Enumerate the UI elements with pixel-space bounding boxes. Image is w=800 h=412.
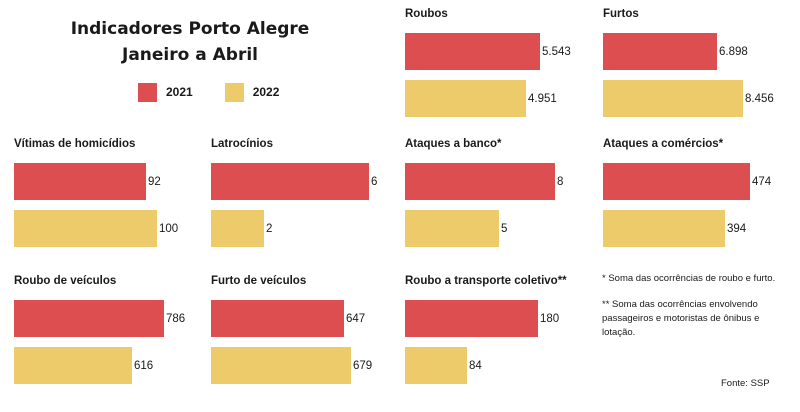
- data-label-2021: 786: [166, 312, 186, 325]
- data-label-2021: 92: [148, 175, 161, 188]
- footnotes: * Soma das ocorrências de roubo e furto.…: [602, 272, 792, 352]
- data-label-2021: 8: [557, 175, 564, 188]
- bar-2022: [14, 210, 157, 247]
- bar-2022: [405, 210, 499, 247]
- bar-2021: [405, 300, 538, 337]
- legend-item-2022: 2022: [224, 82, 280, 102]
- legend-swatch-2022: [224, 82, 244, 102]
- chart-title: Indicadores Porto Alegre Janeiro a Abril: [40, 16, 340, 68]
- panel-title: Vítimas de homicídios: [14, 138, 136, 150]
- source-credit: Fonte: SSP: [721, 378, 770, 389]
- panel-title: Ataques a banco*: [405, 138, 502, 150]
- legend-swatch-2021: [138, 82, 157, 102]
- data-label-2022: 84: [469, 359, 482, 372]
- data-label-2022: 2: [266, 222, 273, 235]
- data-label-2022: 394: [727, 222, 747, 235]
- data-label-2022: 679: [353, 359, 373, 372]
- panel-title: Furtos: [603, 8, 639, 20]
- bar-2021: [211, 163, 369, 200]
- bar-2022: [603, 80, 743, 117]
- bar-2021: [603, 163, 750, 200]
- footnote-1: * Soma das ocorrências de roubo e furto.: [602, 273, 776, 284]
- legend-label-2022: 2022: [252, 85, 280, 99]
- data-label-2022: 5: [501, 222, 508, 235]
- data-label-2021: 647: [346, 312, 366, 325]
- bar-2022: [405, 347, 467, 384]
- data-label-2021: 5.543: [542, 45, 571, 58]
- bar-2021: [14, 163, 146, 200]
- bar-2021: [405, 163, 555, 200]
- panel-title: Roubo de veículos: [14, 275, 117, 287]
- data-label-2022: 616: [134, 359, 154, 372]
- data-label-2021: 474: [752, 175, 772, 188]
- bar-2021: [211, 300, 344, 337]
- data-label-2022: 8.456: [745, 92, 774, 105]
- panel-title: Latrocínios: [211, 138, 273, 150]
- legend-item-2021: 2021: [138, 82, 193, 102]
- legend: 2021 2022: [138, 82, 311, 102]
- title-line-1: Indicadores Porto Alegre: [70, 19, 310, 39]
- data-label-2022: 100: [159, 222, 179, 235]
- panel-title: Ataques a comércios*: [603, 138, 724, 150]
- data-label-2021: 6.898: [719, 45, 748, 58]
- legend-label-2021: 2021: [166, 85, 193, 99]
- panel-title: Roubos: [405, 8, 448, 20]
- panel-title: Furto de veículos: [211, 275, 307, 287]
- bar-2021: [14, 300, 164, 337]
- data-label-2022: 4.951: [528, 92, 557, 105]
- bar-2021: [603, 33, 717, 70]
- panel-title: Roubo a transporte coletivo**: [405, 275, 567, 287]
- data-label-2021: 180: [540, 312, 560, 325]
- footnote-2: ** Soma das ocorrências envolvendo passa…: [602, 299, 760, 338]
- bar-2022: [405, 80, 526, 117]
- bar-2022: [603, 210, 725, 247]
- bar-2022: [211, 347, 351, 384]
- bar-2022: [14, 347, 132, 384]
- bar-2022: [211, 210, 264, 247]
- bar-2021: [405, 33, 540, 70]
- title-line-2: Janeiro a Abril: [122, 45, 258, 65]
- data-label-2021: 6: [371, 175, 378, 188]
